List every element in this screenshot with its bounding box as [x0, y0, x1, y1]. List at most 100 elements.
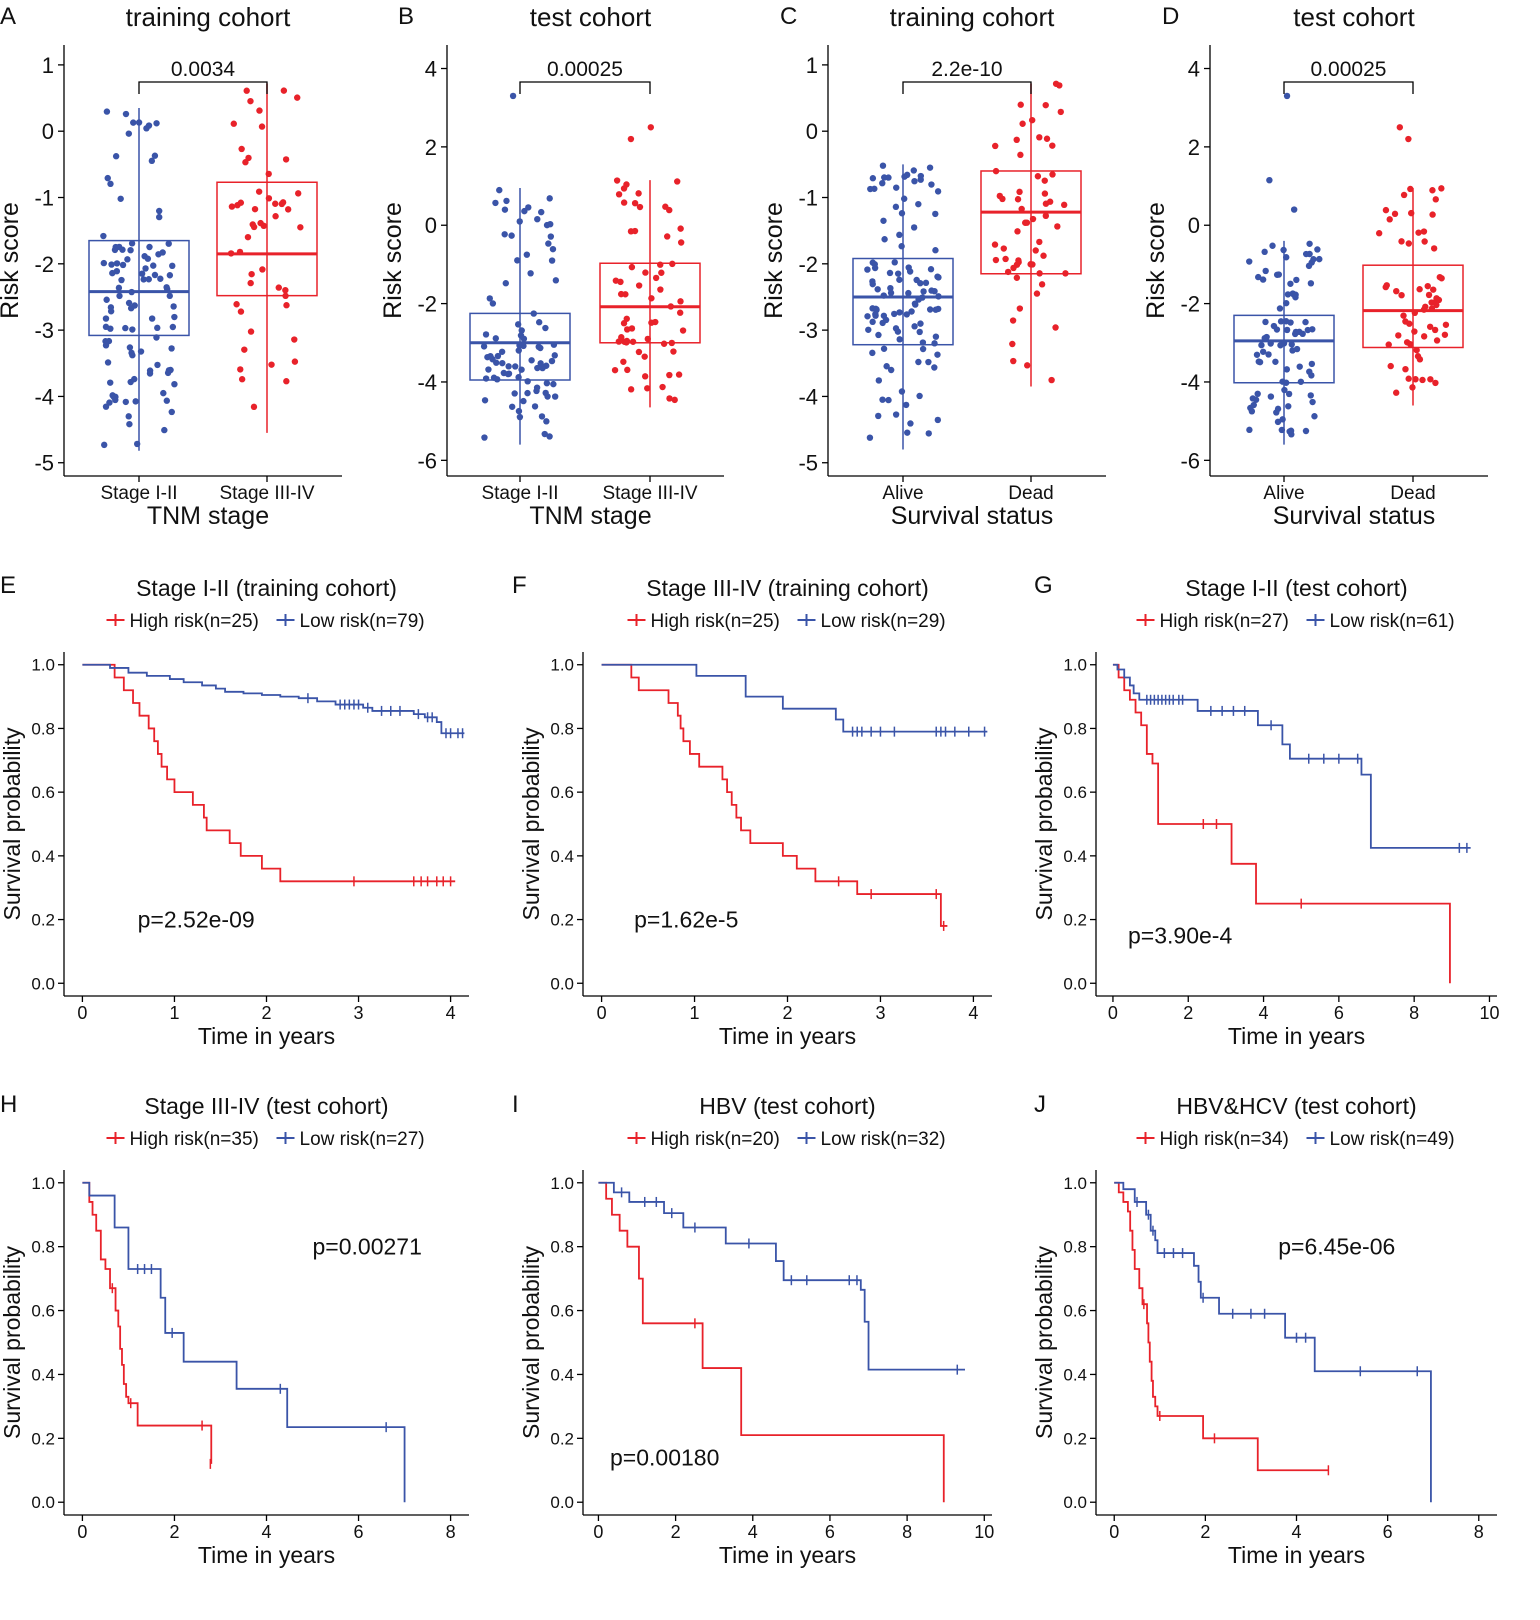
data-point [919, 339, 927, 346]
data-point [157, 275, 164, 282]
y-tick-label: 0.4 [1063, 847, 1087, 866]
data-point [144, 255, 152, 262]
data-point [992, 167, 1000, 175]
data-point [1429, 211, 1436, 218]
data-point [550, 341, 558, 348]
data-point [869, 349, 876, 357]
legend-low-label: Low risk(n=29) [821, 611, 946, 632]
data-point [272, 213, 279, 220]
panel-title: Stage III-IV (training cohort) [646, 575, 929, 601]
data-point [1002, 255, 1009, 263]
data-point [122, 398, 129, 406]
data-point [1433, 295, 1440, 302]
data-point [1278, 426, 1286, 434]
data-point [104, 174, 111, 182]
data-point [1016, 305, 1024, 312]
data-point [1038, 281, 1046, 288]
x-tick-label: 0 [1109, 1522, 1119, 1542]
data-point [1302, 427, 1310, 435]
data-point [125, 299, 133, 307]
x-tick-label: 8 [1474, 1522, 1484, 1542]
data-point [521, 207, 528, 215]
data-point [535, 319, 543, 326]
x-tick-label: Stage III-IV [219, 483, 314, 504]
data-point [865, 326, 872, 333]
data-point [880, 345, 888, 352]
data-point [1041, 177, 1048, 184]
data-point [934, 188, 942, 195]
data-point [1419, 376, 1426, 384]
data-point [911, 177, 918, 185]
data-point [518, 366, 525, 373]
data-point [866, 434, 874, 441]
data-point [265, 195, 273, 202]
x-tick-label: 4 [968, 1003, 978, 1023]
high-risk-curve [598, 1181, 945, 1503]
data-point [1036, 270, 1043, 277]
panel-letter: D [1162, 3, 1179, 30]
p-value-label: 2.2e-10 [931, 58, 1002, 81]
y-tick-label: -2 [34, 252, 54, 277]
y-tick-label: 0.8 [1063, 719, 1087, 738]
data-point [1305, 262, 1313, 270]
data-point [623, 315, 630, 322]
data-point [1411, 328, 1418, 335]
data-point [482, 331, 490, 338]
data-point [125, 413, 132, 420]
data-point [1062, 270, 1069, 277]
x-axis-label: Time in years [198, 1542, 335, 1568]
data-point [101, 441, 108, 449]
data-point [248, 270, 255, 278]
p-value-label: 0.00025 [547, 58, 623, 81]
data-point [106, 399, 113, 406]
data-point [153, 120, 160, 127]
data-point [1252, 396, 1260, 403]
data-point [1060, 201, 1068, 209]
y-tick-label: -4 [417, 370, 437, 395]
y-tick-label: 1 [806, 53, 818, 78]
data-point [898, 388, 906, 395]
data-point [916, 392, 923, 400]
data-point [237, 308, 245, 315]
data-point [896, 309, 903, 316]
data-point [1267, 393, 1275, 400]
data-point [482, 375, 490, 382]
data-point [1255, 273, 1262, 281]
data-point [169, 262, 176, 270]
data-point [1000, 245, 1007, 252]
panel-I: I HBV (test cohort) High risk(n=20) Low ris… [512, 1091, 994, 1568]
y-tick-label: 2 [1188, 135, 1200, 160]
data-point [155, 207, 163, 215]
data-point [1432, 196, 1439, 203]
y-tick-label: 0.0 [1063, 974, 1087, 993]
data-point [551, 352, 558, 359]
data-point [1304, 326, 1312, 334]
data-point [128, 288, 135, 296]
data-point [245, 154, 252, 162]
data-point [932, 210, 939, 218]
data-point [664, 233, 671, 240]
x-tick-label: 4 [1291, 1522, 1301, 1542]
data-point [1409, 384, 1416, 391]
data-point [551, 393, 559, 400]
data-point [1297, 378, 1305, 385]
data-point [1405, 375, 1412, 382]
data-point [926, 306, 934, 313]
outlier-point [1283, 92, 1291, 100]
data-point [635, 282, 643, 289]
data-point [100, 232, 107, 240]
data-point [1275, 271, 1282, 278]
data-point [228, 203, 236, 210]
data-point [657, 261, 664, 268]
data-point [913, 276, 920, 284]
significance-bracket [1283, 81, 1414, 94]
data-point [1424, 282, 1431, 290]
x-tick-label: 3 [875, 1003, 885, 1023]
data-point [1273, 409, 1280, 416]
data-point [1387, 362, 1394, 370]
panel-title: Stage III-IV (test cohort) [144, 1093, 388, 1119]
p-value-label: p=0.00180 [610, 1445, 719, 1471]
panel-letter: A [0, 3, 16, 30]
data-point [1430, 286, 1437, 293]
data-point [108, 261, 115, 268]
